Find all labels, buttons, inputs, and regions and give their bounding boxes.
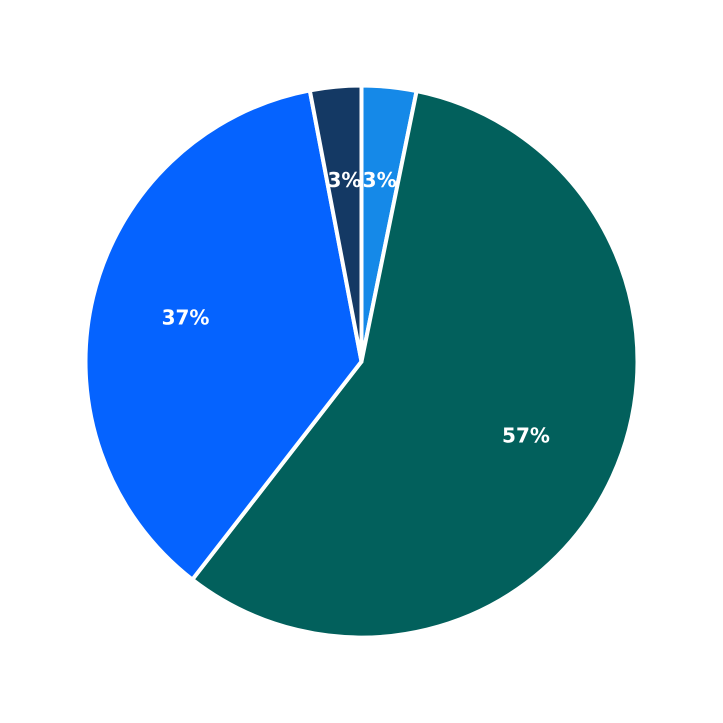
pie-slice-3 [307,83,364,364]
pie-slices [83,83,640,640]
pie-slice-2 [83,88,364,582]
pie-slice-1 [190,89,640,640]
pie-slice-label-0: 3% [363,168,397,192]
pie-slice-label-2: 37% [162,306,210,330]
pie-slice-label-1: 57% [502,424,550,448]
pie-slice-label-3: 3% [327,168,361,192]
pie-labels: 3% 57% 37% 3% [162,168,550,448]
